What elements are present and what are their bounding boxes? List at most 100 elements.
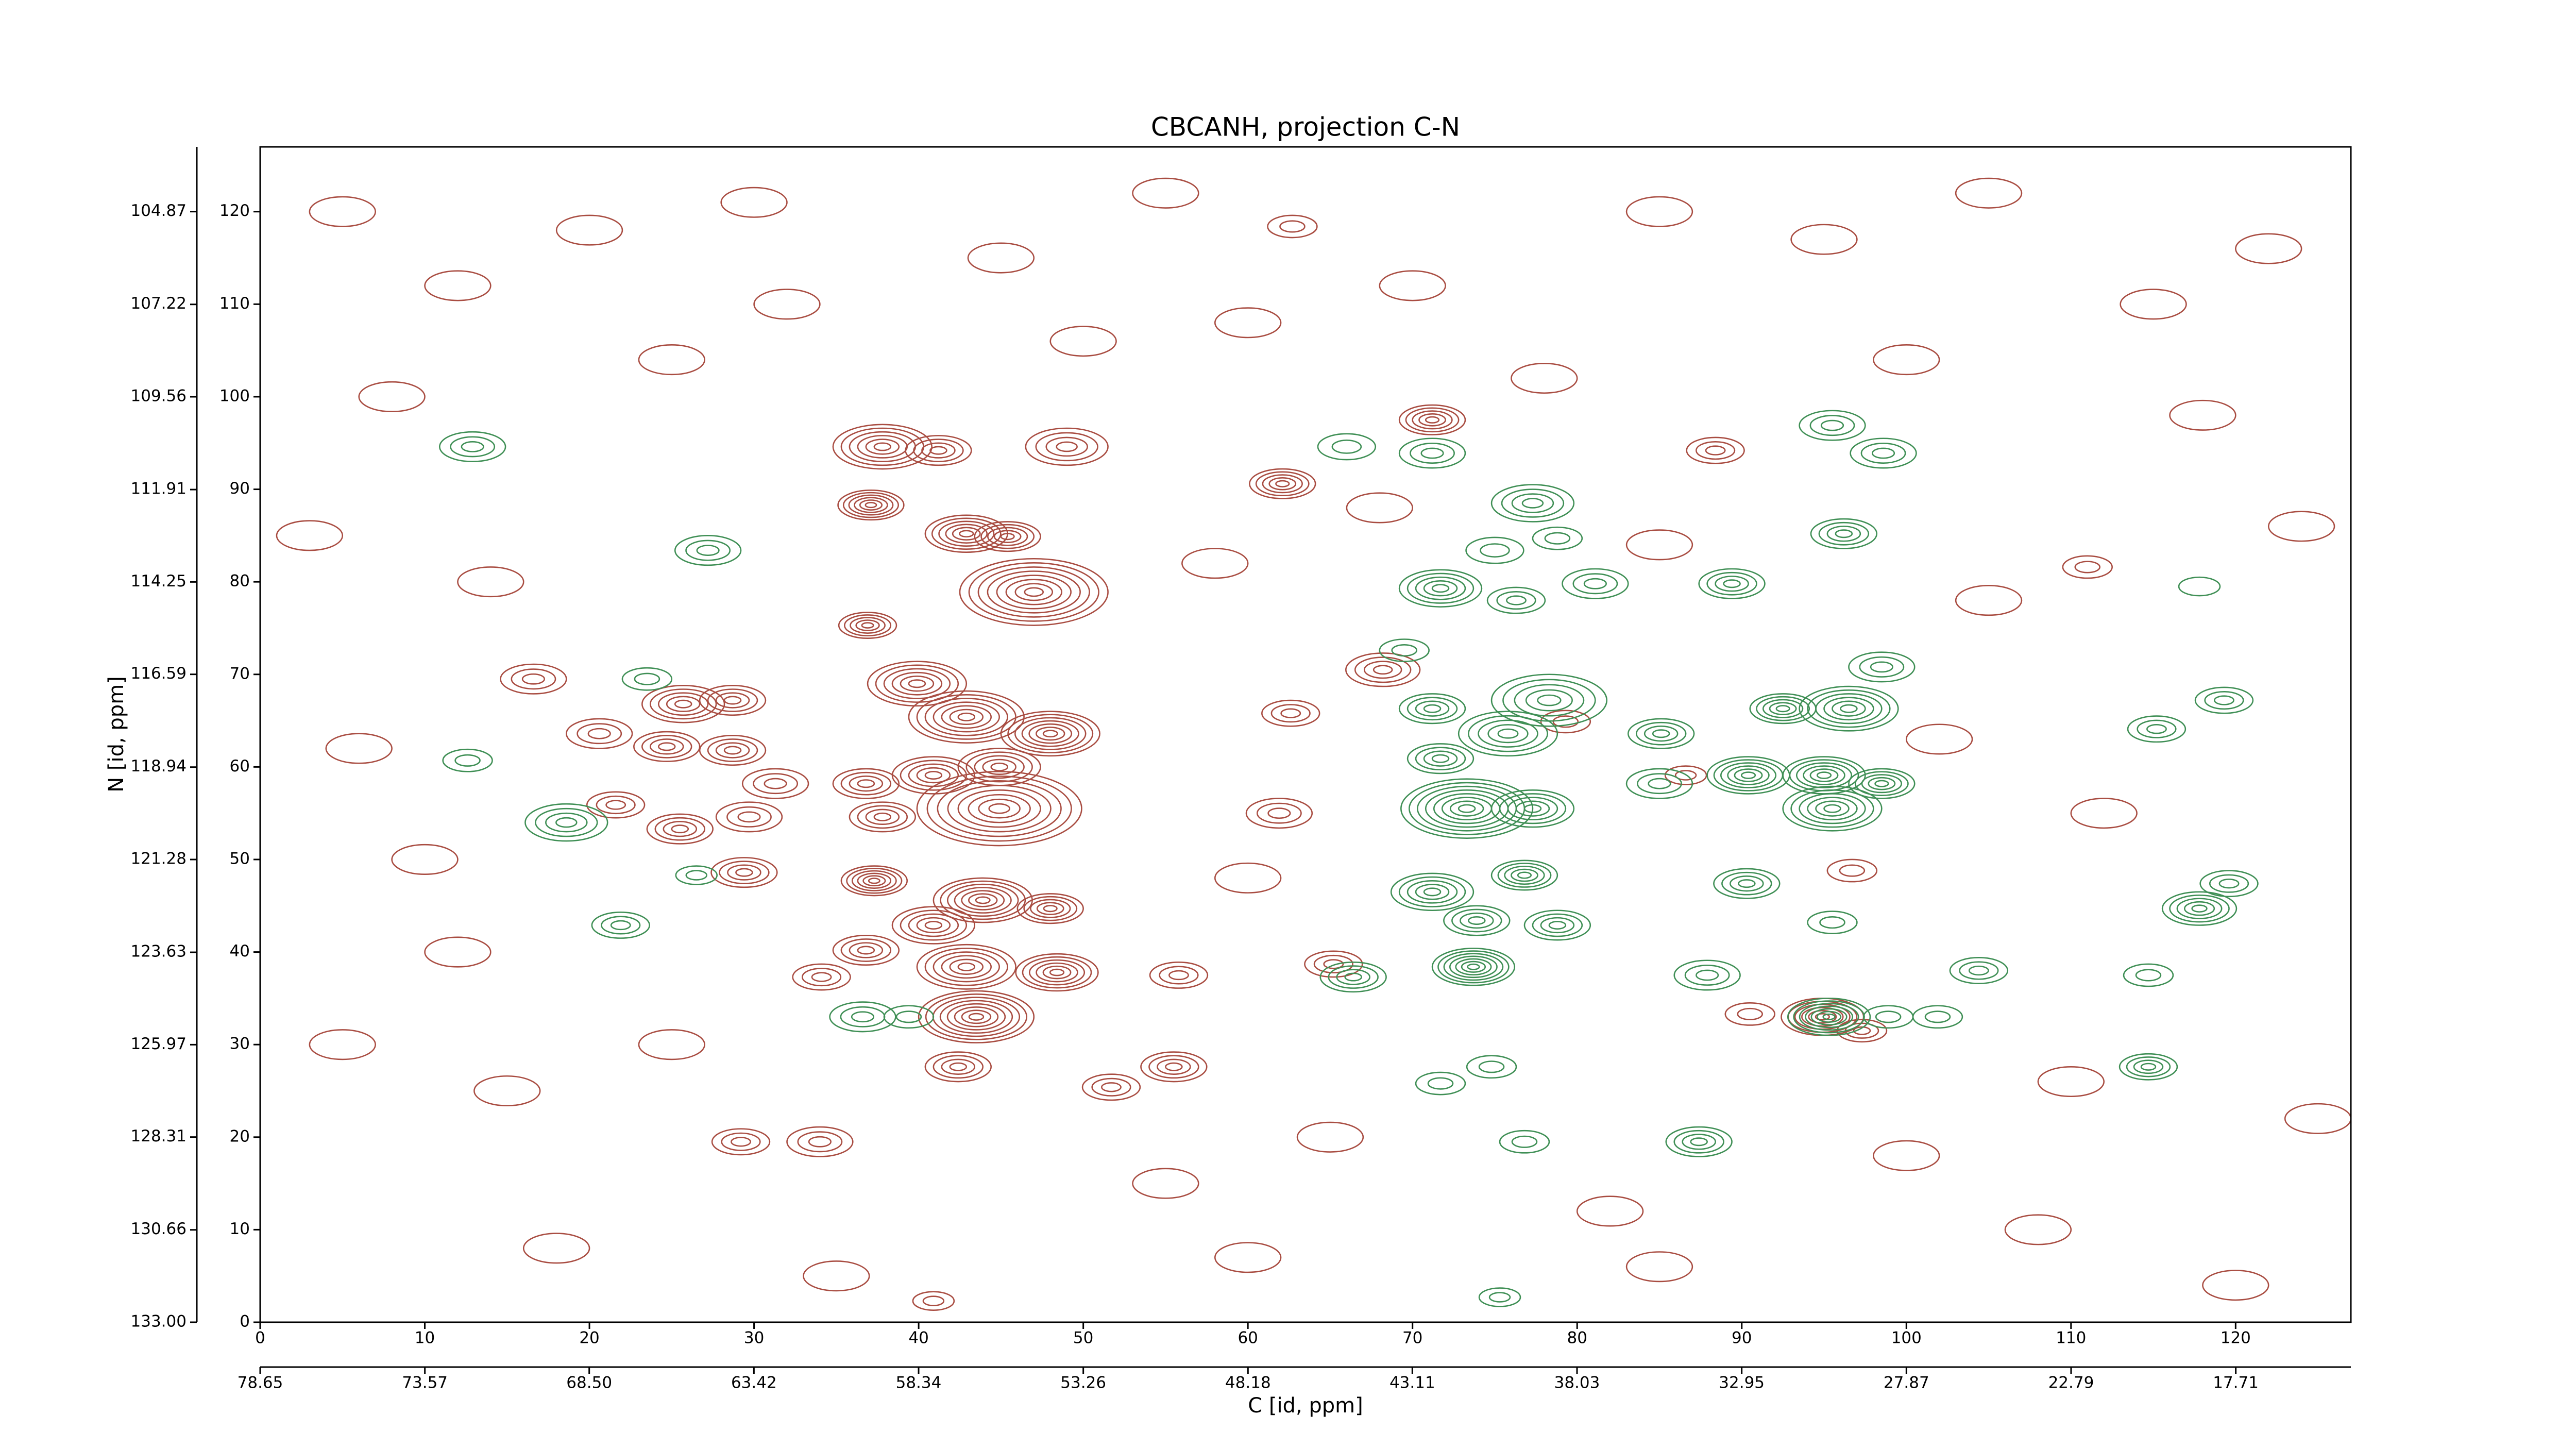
peak bbox=[1415, 1071, 1466, 1096]
peak bbox=[1398, 693, 1466, 724]
peak bbox=[621, 667, 673, 691]
contour-line bbox=[2119, 1053, 2178, 1081]
contour-line bbox=[1805, 1005, 1854, 1029]
contour-line bbox=[803, 1260, 870, 1292]
contour-line bbox=[1149, 962, 1209, 989]
peak bbox=[1912, 1005, 1963, 1029]
contour-line bbox=[2202, 1270, 2269, 1301]
peak bbox=[1000, 711, 1100, 757]
contour-line bbox=[1270, 704, 1311, 723]
contour-line bbox=[1562, 568, 1629, 599]
peak bbox=[1149, 962, 1209, 989]
contour-line bbox=[792, 963, 851, 991]
peak bbox=[924, 514, 1008, 553]
contour-line bbox=[1379, 638, 1430, 662]
contour-line bbox=[978, 798, 1021, 819]
contour-line bbox=[1148, 1055, 1199, 1079]
contour-line bbox=[946, 1003, 1006, 1031]
contour-line bbox=[1488, 1292, 1511, 1303]
peak bbox=[1015, 953, 1099, 992]
contour-line bbox=[916, 917, 951, 934]
contour-line bbox=[1818, 521, 1870, 546]
y-tick-label: 120 bbox=[219, 201, 250, 220]
contour-line bbox=[1423, 887, 1442, 897]
contour-line bbox=[1705, 445, 1726, 456]
contour-line bbox=[1319, 962, 1387, 993]
contour-line bbox=[1723, 579, 1741, 588]
contour-line bbox=[905, 435, 972, 466]
contour-line bbox=[654, 817, 706, 841]
x2-tick-label: 32.95 bbox=[1719, 1374, 1765, 1392]
contour-line bbox=[1466, 1055, 1517, 1079]
peak bbox=[891, 906, 976, 945]
x-tick-label: 70 bbox=[1402, 1329, 1422, 1347]
contour-line bbox=[1514, 684, 1585, 717]
contour-line bbox=[786, 1126, 854, 1157]
x2-tick-label: 58.34 bbox=[896, 1374, 942, 1392]
contour-line bbox=[1724, 1002, 1775, 1026]
contour-line bbox=[1140, 1051, 1208, 1083]
peak bbox=[524, 803, 608, 842]
peak bbox=[276, 520, 344, 551]
x-tick-label: 90 bbox=[1732, 1329, 1752, 1347]
contour-line bbox=[2235, 233, 2302, 264]
peak bbox=[1214, 862, 1282, 894]
contour-line bbox=[941, 955, 992, 979]
contour-line bbox=[1850, 437, 1917, 469]
peak bbox=[586, 791, 646, 819]
contour-line bbox=[1912, 1005, 1963, 1029]
contour-line bbox=[657, 742, 676, 751]
contour-line bbox=[1478, 1287, 1521, 1307]
peak bbox=[1625, 529, 1693, 561]
peak bbox=[438, 431, 506, 462]
contour-line bbox=[726, 806, 772, 828]
contour-line bbox=[1478, 719, 1538, 748]
peak bbox=[2062, 555, 2113, 579]
contour-line bbox=[566, 718, 633, 749]
contour-line bbox=[1637, 773, 1682, 795]
contour-line bbox=[1015, 953, 1099, 992]
contour-line bbox=[753, 773, 799, 795]
contour-line bbox=[840, 938, 892, 962]
contour-line bbox=[954, 1006, 999, 1027]
x2-tick-label: 73.57 bbox=[402, 1374, 448, 1392]
contour-line bbox=[1443, 953, 1504, 981]
contour-line bbox=[832, 424, 933, 470]
contour-line bbox=[1734, 768, 1763, 782]
contour-line bbox=[1279, 220, 1306, 233]
peak bbox=[967, 242, 1035, 274]
contour-line bbox=[1049, 968, 1065, 976]
contour-line bbox=[723, 746, 742, 755]
contour-line bbox=[663, 821, 698, 837]
x2-tick-label: 53.26 bbox=[1060, 1374, 1106, 1392]
contour-line bbox=[2183, 901, 2215, 916]
contour-line bbox=[1523, 804, 1542, 813]
contour-line bbox=[1465, 536, 1524, 564]
contour-line bbox=[811, 972, 832, 982]
contour-line bbox=[1727, 765, 1770, 785]
peak bbox=[1296, 1121, 1364, 1153]
y2-tick-label: 130.66 bbox=[131, 1220, 187, 1238]
contour-line bbox=[358, 381, 426, 412]
peak bbox=[1245, 798, 1313, 829]
contour-line bbox=[1275, 480, 1290, 487]
contour-line bbox=[2218, 878, 2240, 889]
y-tick-label: 50 bbox=[230, 849, 250, 868]
contour-line bbox=[1091, 1077, 1131, 1097]
peak bbox=[959, 558, 1109, 626]
contour-line bbox=[638, 344, 706, 376]
contour-line bbox=[457, 566, 524, 598]
contour-line bbox=[633, 731, 701, 762]
contour-line bbox=[1625, 768, 1693, 799]
contour-line bbox=[1807, 797, 1858, 821]
contour-line bbox=[1625, 529, 1693, 561]
peak bbox=[753, 289, 821, 320]
contour-line bbox=[1532, 526, 1583, 550]
peak bbox=[1443, 905, 1511, 936]
peak bbox=[1478, 1287, 1521, 1307]
contour-line bbox=[861, 622, 874, 629]
peak bbox=[442, 748, 493, 772]
contour-line bbox=[862, 875, 886, 887]
